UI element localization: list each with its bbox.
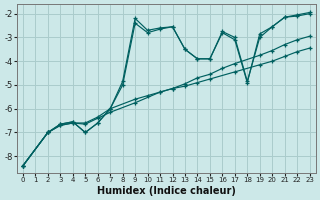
X-axis label: Humidex (Indice chaleur): Humidex (Indice chaleur) bbox=[97, 186, 236, 196]
